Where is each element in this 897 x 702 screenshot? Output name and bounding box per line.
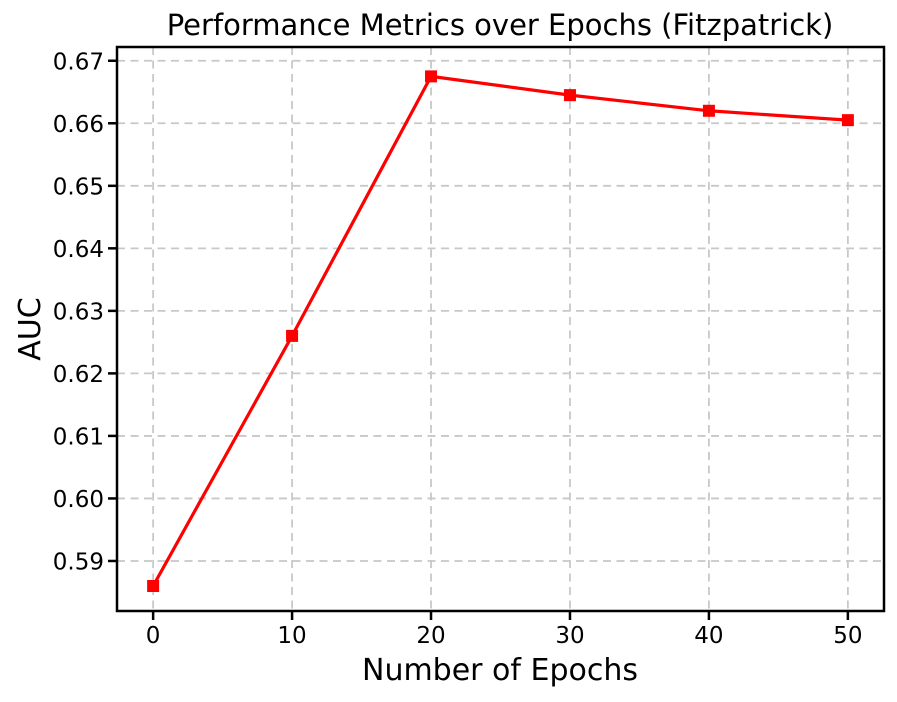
y-tick-label: 0.62 — [53, 362, 104, 388]
data-point-marker — [702, 104, 715, 117]
x-tick-label: 30 — [555, 623, 584, 649]
x-tick-label: 10 — [277, 623, 306, 649]
x-tick-label: 0 — [146, 623, 161, 649]
gridlines — [117, 47, 884, 611]
y-tick-label: 0.66 — [53, 112, 104, 138]
x-tick-label: 40 — [694, 623, 723, 649]
y-tick-label: 0.61 — [53, 424, 104, 450]
x-axis-ticks: 0 10 20 30 40 50 — [146, 611, 863, 649]
data-point-marker — [286, 329, 299, 342]
data-point-marker — [147, 579, 160, 592]
y-axis-ticks: 0.59 0.60 0.61 0.62 0.63 0.64 0.65 0.66 0.67 — [53, 49, 117, 575]
y-tick-label: 0.60 — [53, 487, 104, 513]
data-line — [151, 74, 850, 588]
y-tick-label: 0.59 — [53, 549, 104, 575]
y-tick-label: 0.63 — [53, 299, 104, 325]
x-tick-label: 50 — [833, 623, 862, 649]
y-axis-label: AUC — [13, 297, 48, 360]
data-point-marker — [425, 70, 438, 83]
plot-border — [115, 45, 886, 613]
x-axis-label: Number of Epochs — [362, 653, 638, 688]
x-tick-label: 20 — [416, 623, 445, 649]
chart-title: Performance Metrics over Epochs (Fitzpat… — [167, 8, 834, 42]
data-point-marker — [563, 89, 576, 102]
data-point-marker — [841, 114, 854, 127]
y-tick-label: 0.67 — [53, 49, 104, 75]
y-tick-label: 0.64 — [53, 237, 104, 263]
y-tick-label: 0.65 — [53, 174, 104, 200]
data-series — [147, 70, 854, 592]
